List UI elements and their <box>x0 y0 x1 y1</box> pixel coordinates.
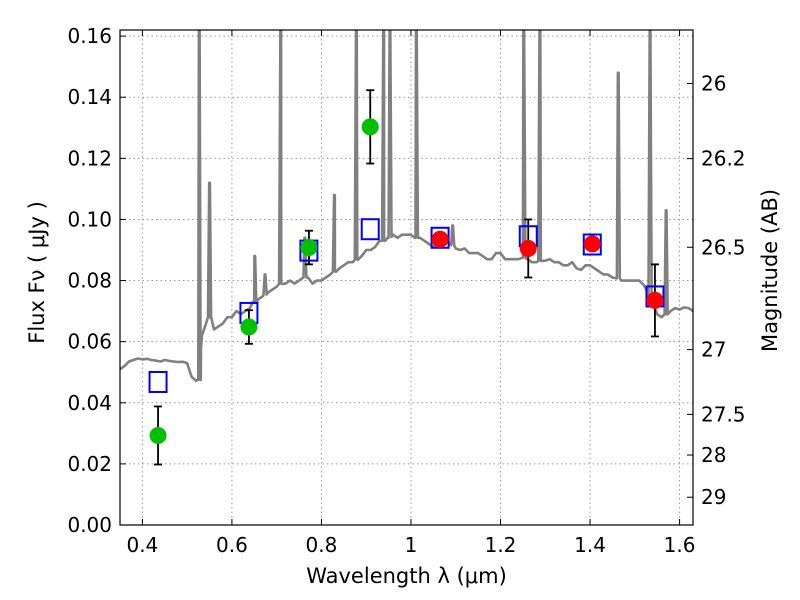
y2-tick-label: 26 <box>701 71 726 95</box>
y-tick-label: 0.14 <box>67 85 112 109</box>
x-tick-label: 1.6 <box>664 533 696 557</box>
y2-tick-label: 26.5 <box>701 235 746 259</box>
y-tick-label: 0.08 <box>67 269 112 293</box>
red-data-point <box>519 239 537 257</box>
data-points <box>149 118 664 444</box>
y-tick-label: 0.10 <box>67 207 112 231</box>
x-tick-label: 1 <box>405 533 418 557</box>
red-data-point <box>646 291 664 309</box>
y-tick-label: 0.02 <box>67 452 112 476</box>
red-data-point <box>431 230 449 248</box>
x-tick-label: 1.4 <box>574 533 606 557</box>
y-tick-label: 0.00 <box>67 513 112 537</box>
model-box <box>582 233 602 256</box>
template-spectrum <box>120 30 693 383</box>
axis-ticks: 0.4 0.6 0.8 1 1.2 1.4 1.6 0.00 0.02 0.04 0.06 0.08 0… <box>67 24 745 557</box>
y2-axis-title: Magnitude (AB) <box>758 189 782 352</box>
grid <box>120 30 693 525</box>
model-boxes <box>148 218 665 393</box>
y-tick-label: 0.04 <box>67 391 112 415</box>
y2-tick-label: 27 <box>701 338 726 362</box>
green-data-point <box>361 118 379 136</box>
y2-tick-label: 26.2 <box>701 147 746 171</box>
y-tick-label: 0.16 <box>67 24 112 48</box>
y2-tick-label: 29 <box>701 485 726 509</box>
x-axis-title: Wavelength λ (μm) <box>306 564 507 588</box>
y2-tick-label: 27.5 <box>701 402 746 426</box>
model-box <box>148 371 168 393</box>
green-data-point <box>300 239 318 257</box>
plot-area <box>120 30 693 525</box>
x-tick-label: 1.2 <box>485 533 517 557</box>
y-tick-label: 0.12 <box>67 146 112 170</box>
plot-frame <box>119 29 694 526</box>
x-tick-label: 0.8 <box>306 533 338 557</box>
model-box <box>360 218 380 241</box>
x-tick-label: 0.4 <box>126 533 158 557</box>
green-data-point <box>240 318 258 336</box>
template-spectrum-line <box>120 30 693 383</box>
x-tick-label: 0.6 <box>216 533 248 557</box>
green-data-point <box>149 426 167 444</box>
y-tick-label: 0.06 <box>67 330 112 354</box>
y2-tick-label: 28 <box>701 443 726 467</box>
y-axis-title: Flux Fν ( μJy ) <box>25 201 49 344</box>
red-data-point <box>583 235 601 253</box>
